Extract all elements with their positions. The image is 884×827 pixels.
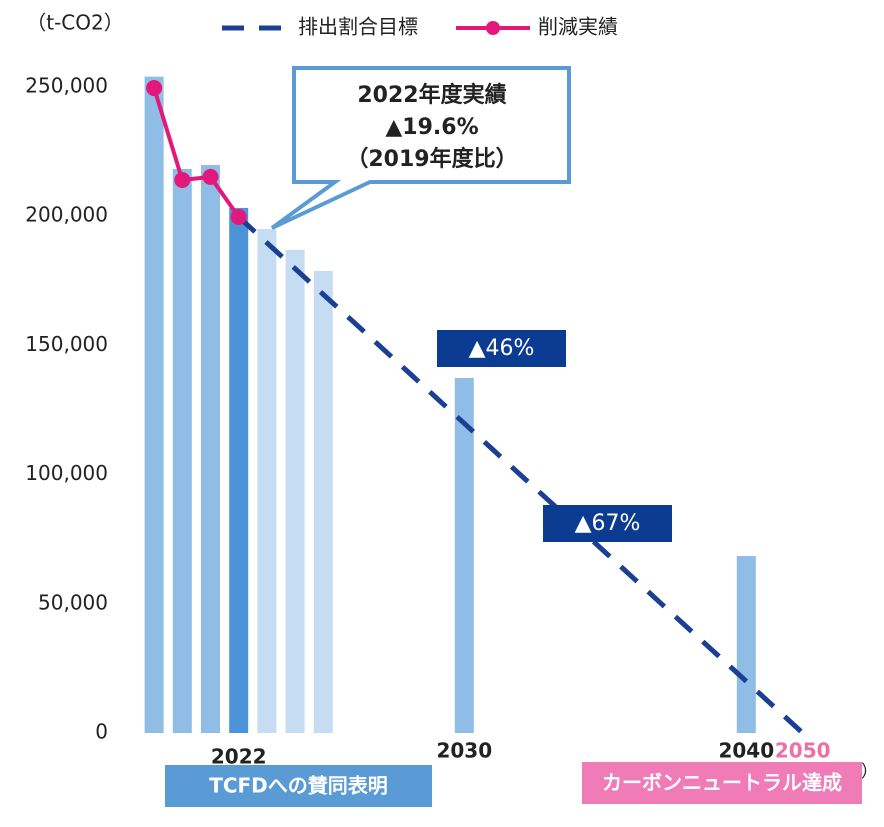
milestone-label: カーボンニュートラル達成 <box>602 771 842 795</box>
bar <box>257 229 277 733</box>
x-tick-label: 2050 <box>775 739 831 763</box>
y-tick-label: 50,000 <box>38 590 108 614</box>
legend-swatch <box>486 21 500 35</box>
bar <box>144 76 164 733</box>
callout-text: （2019年度比） <box>346 146 517 172</box>
target-line <box>237 215 805 735</box>
reduction-box <box>543 505 672 542</box>
bar <box>285 249 305 734</box>
y-tick-label: 100,000 <box>25 461 108 485</box>
milestone-box <box>582 762 862 804</box>
x-tick-label: 2022 <box>211 745 267 769</box>
reduction-label: ▲67% <box>575 511 641 536</box>
callout-box <box>270 66 571 230</box>
y-tick-label: 150,000 <box>25 332 108 356</box>
y-tick-label: 200,000 <box>25 203 108 227</box>
legend-label: 削減実績 <box>538 15 618 39</box>
y-tick-label: 250,000 <box>25 74 108 98</box>
callout-text: 2022年度実績 <box>357 82 506 108</box>
milestone-box <box>165 765 432 807</box>
x-tick-label: 2040 <box>718 739 774 763</box>
bar <box>201 165 220 733</box>
bar <box>454 377 474 733</box>
y-tick-label: 0 <box>95 720 108 744</box>
callout-text: ▲19.6% <box>385 115 478 140</box>
reduction-label: ▲46% <box>469 336 535 361</box>
actual-marker <box>174 172 191 189</box>
x-tick-label: 2030 <box>436 739 492 763</box>
bar <box>313 270 333 733</box>
legend-label: 排出割合目標 <box>298 15 418 39</box>
actual-line <box>152 87 241 219</box>
bar <box>229 207 249 733</box>
actual-marker <box>202 168 219 185</box>
y-unit-label: （t-CO2） <box>26 11 124 35</box>
milestone-label: TCFDへの賛同表明 <box>209 774 388 798</box>
bar <box>736 555 756 733</box>
actual-marker <box>230 208 247 225</box>
bar <box>172 168 192 734</box>
reduction-box <box>437 330 566 367</box>
actual-marker <box>146 80 163 97</box>
